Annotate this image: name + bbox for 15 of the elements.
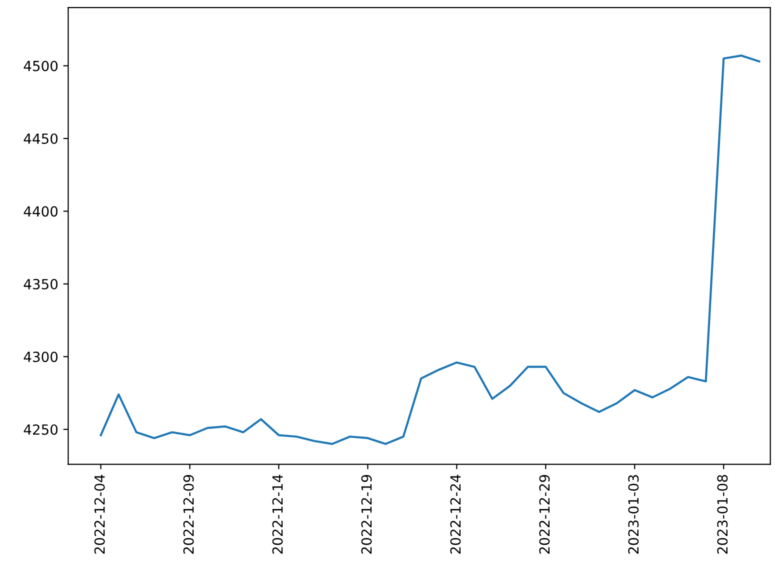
x-tick-label: 2023-01-03 <box>628 475 639 554</box>
x-tick-label: 2022-12-24 <box>450 474 461 554</box>
y-tick-label: 4400 <box>24 206 58 217</box>
y-tick-label: 4350 <box>24 278 58 290</box>
x-tick-label: 2023-01-08 <box>717 474 728 554</box>
x-tick-label: 2022-12-19 <box>361 474 372 554</box>
x-tick-label: 2022-12-29 <box>539 474 550 554</box>
line-series <box>100 54 760 445</box>
x-tick-label: 2022-12-04 <box>94 474 105 554</box>
y-tick-label: 4300 <box>24 352 58 362</box>
x-tick-label: 2022-12-14 <box>272 474 283 554</box>
y-tick-label: 4500 <box>24 60 58 72</box>
y-tick-label: 4250 <box>24 424 58 435</box>
y-tick-label: 4450 <box>24 133 58 144</box>
x-tick-label: 2022-12-09 <box>183 474 194 554</box>
